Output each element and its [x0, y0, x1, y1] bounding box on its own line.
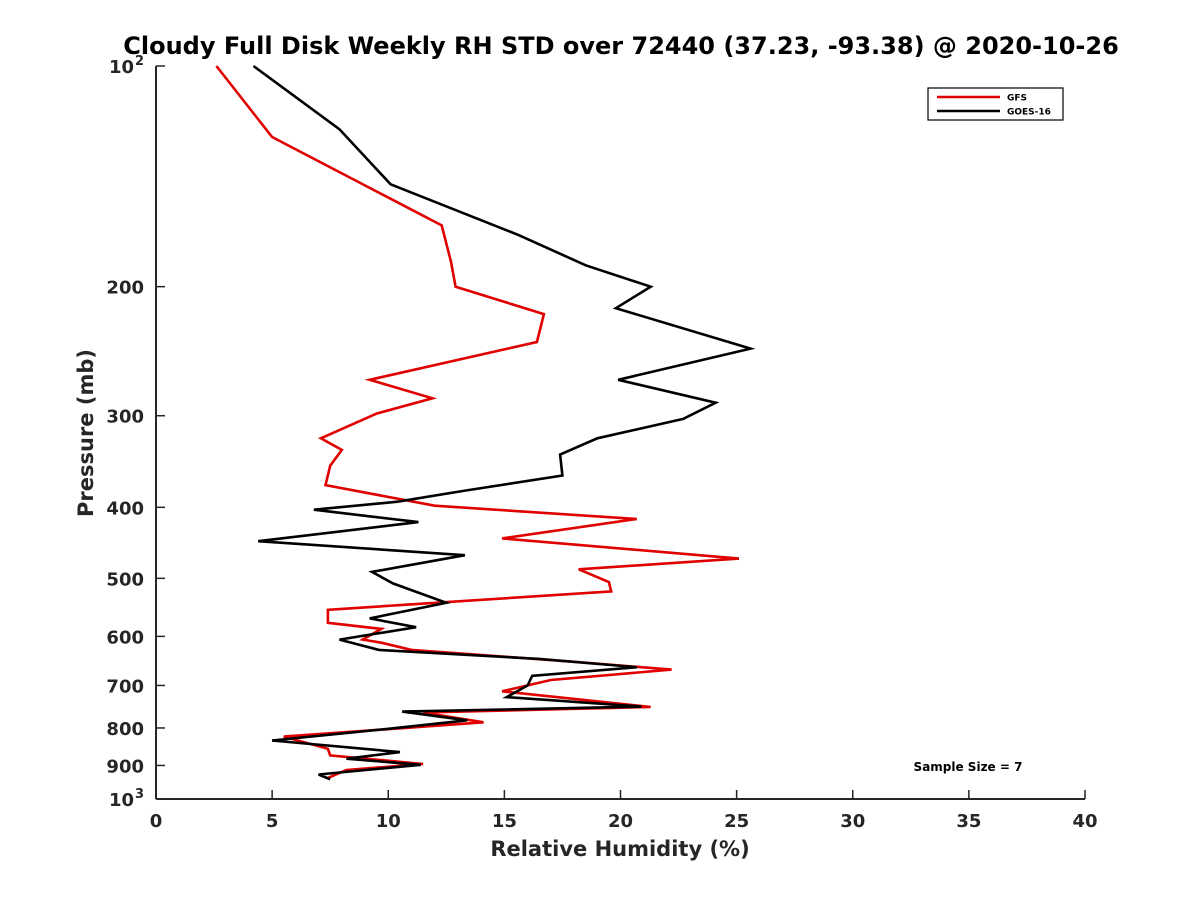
x-tick-label: 0 [150, 811, 163, 832]
series-line-goes-16 [252, 64, 756, 781]
y-tick-label: 500 [106, 569, 144, 590]
legend-label: GFS [1007, 94, 1027, 104]
x-tick-label: 35 [956, 811, 981, 832]
series-line-gfs [215, 65, 740, 780]
y-tick-label: 10 [109, 790, 134, 811]
x-tick-label: 20 [608, 811, 633, 832]
plot-area: 0 5 10 15 20 25 30 35 40 10 220030040050060070080… [106, 54, 1097, 832]
y-tick-label: 600 [106, 627, 144, 648]
y-tick-exponent: 3 [135, 787, 144, 802]
y-axis-label: Pressure (mb) [74, 349, 98, 517]
x-tick-label: 15 [492, 811, 517, 832]
y-tick-label: 900 [106, 756, 144, 777]
y-tick-label: 200 [106, 278, 144, 299]
legend-label: GOES-16 [1007, 108, 1051, 118]
sample-size-annotation: Sample Size = 7 [914, 760, 1023, 774]
y-tick-exponent: 2 [135, 54, 144, 69]
x-tick-label: 10 [376, 811, 401, 832]
y-tick-label: 300 [106, 407, 144, 428]
x-ticks: 0 5 10 15 20 25 30 35 40 [150, 790, 1098, 832]
y-tick-label: 800 [106, 719, 144, 740]
chart-title: Cloudy Full Disk Weekly RH STD over 7244… [123, 32, 1119, 60]
legend: GFS GOES-16 [927, 87, 1064, 121]
x-axis-label: Relative Humidity (%) [490, 837, 749, 861]
legend-items: GFS GOES-16 [937, 94, 1051, 118]
y-tick-label: 700 [106, 676, 144, 697]
x-tick-label: 5 [266, 811, 279, 832]
x-tick-label: 30 [840, 811, 865, 832]
y-tick-label: 400 [106, 498, 144, 519]
series-lines [215, 64, 756, 781]
x-tick-label: 40 [1072, 811, 1097, 832]
y-tick-label: 10 [109, 57, 134, 78]
x-tick-label: 25 [724, 811, 749, 832]
legend-box [927, 87, 1064, 121]
